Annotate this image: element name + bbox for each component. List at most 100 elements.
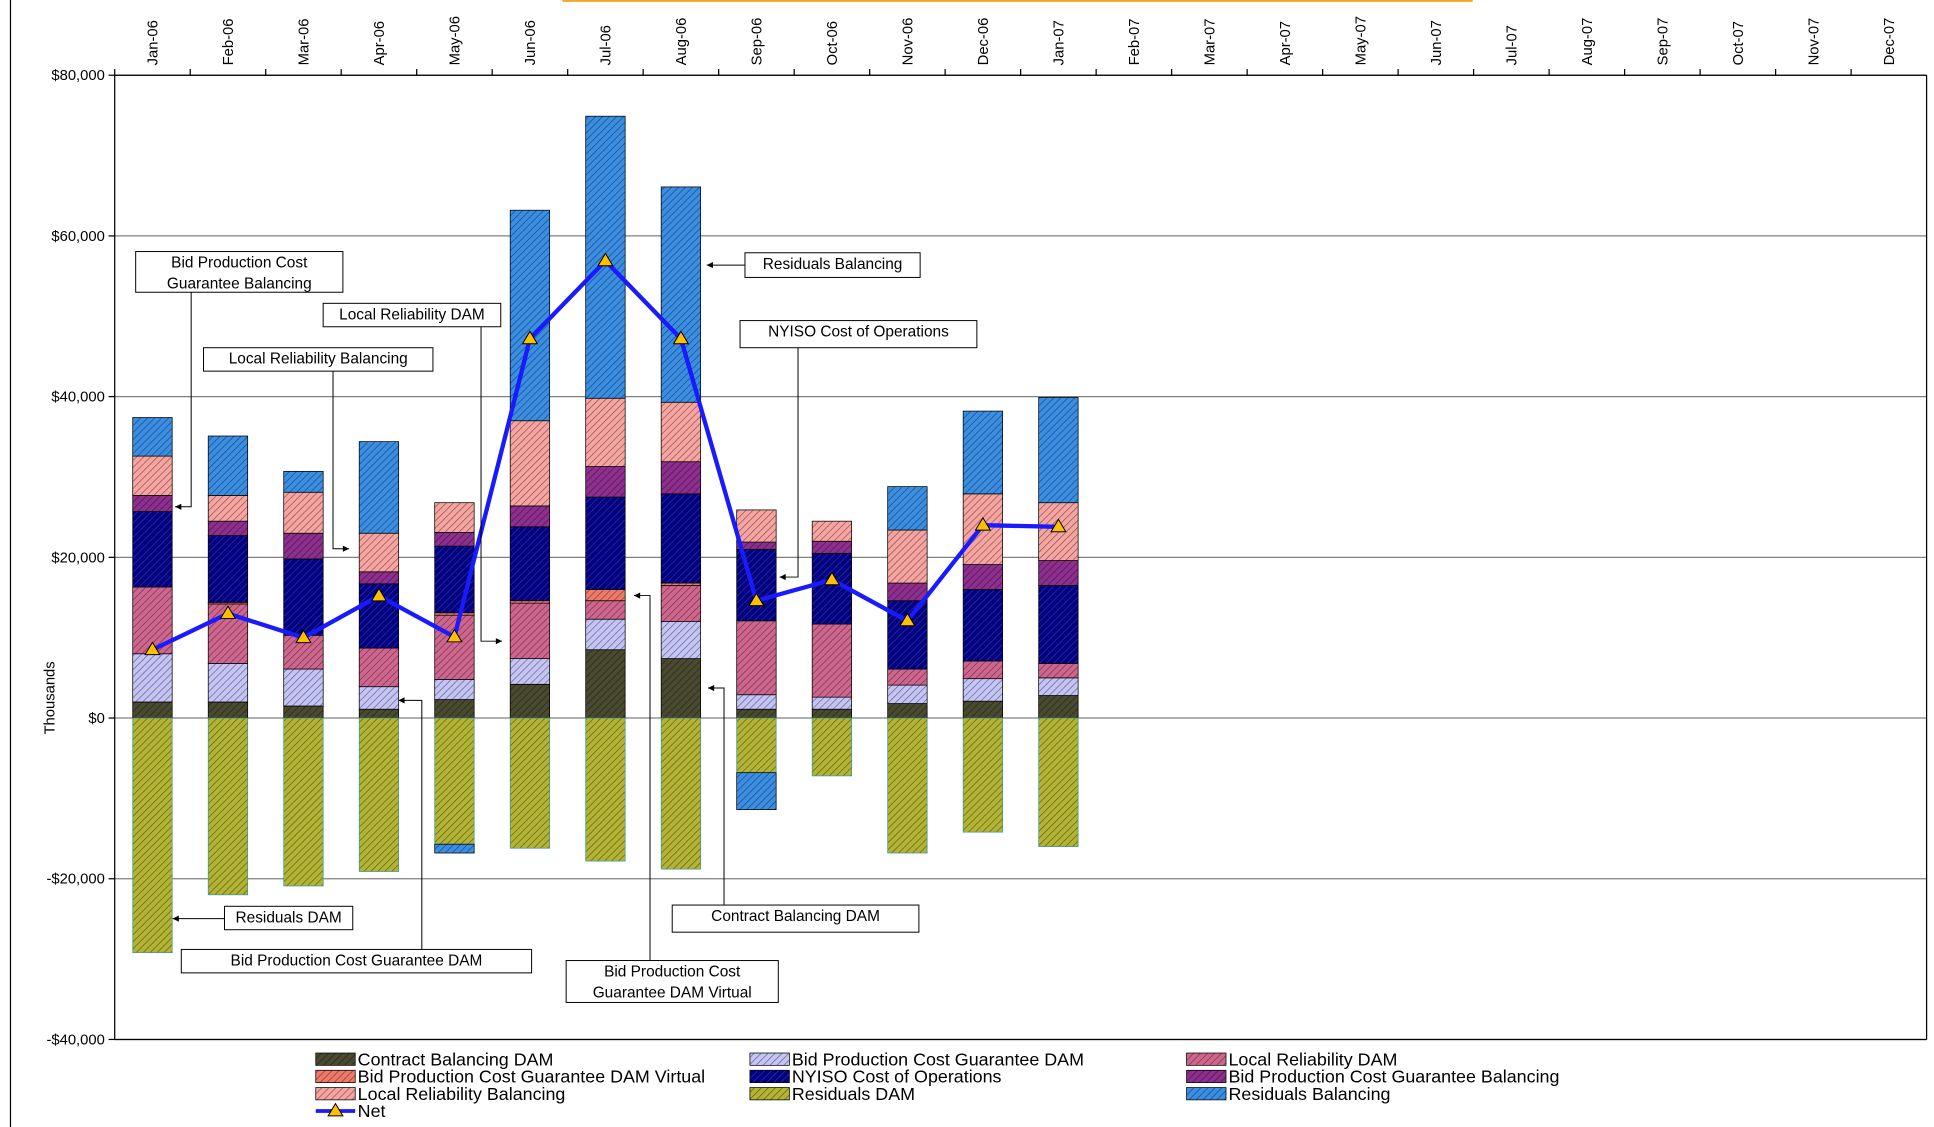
x-tick-label: Sep-06 xyxy=(749,18,765,66)
bar-segment xyxy=(660,401,702,463)
bar-segment xyxy=(660,461,702,495)
x-tick-label: May-07 xyxy=(1353,16,1369,65)
y-tick-label: -$40,000 xyxy=(46,1032,104,1048)
annotation-arrowhead xyxy=(175,503,182,510)
annotation-arrowhead xyxy=(633,592,641,599)
x-tick-label: Oct-07 xyxy=(1731,21,1747,65)
y-tick-label: $0 xyxy=(88,711,104,727)
x-tick-label: Mar-06 xyxy=(296,19,312,66)
x-tick-label: Jun-06 xyxy=(523,20,539,65)
x-tick-label: Jan-06 xyxy=(145,20,161,65)
bar-segment xyxy=(207,535,249,603)
annotation-leader xyxy=(398,699,423,950)
bar-segment xyxy=(887,529,928,584)
bar-segment xyxy=(962,410,1004,495)
bar-segment xyxy=(1038,677,1079,696)
annotation-text: Guarantee DAM Virtual xyxy=(593,985,752,1002)
x-tick-label: Feb-06 xyxy=(221,19,237,66)
legend-swatch xyxy=(1186,1087,1227,1101)
bar-segment xyxy=(509,658,551,685)
bar-segment xyxy=(1038,560,1079,586)
bar-segment xyxy=(434,679,475,700)
annotation-text: Bid Production Cost Guarantee DAM xyxy=(231,952,483,969)
net-marker xyxy=(521,330,539,345)
x-tick-label: Jan-07 xyxy=(1051,20,1067,65)
bar-segment xyxy=(660,493,702,584)
bar-segment xyxy=(358,717,400,872)
net-marker xyxy=(1050,518,1067,533)
legend-label: Net xyxy=(358,1101,386,1121)
annotation-arrowhead xyxy=(707,684,715,692)
bar-segment xyxy=(962,589,1004,662)
bar-segment xyxy=(132,455,173,496)
annotation-arrowhead xyxy=(495,638,503,645)
x-tick-label: May-06 xyxy=(447,16,463,65)
x-tick-label: Dec-06 xyxy=(976,18,992,66)
bar-segment xyxy=(887,684,928,704)
annotation-text: Local Reliability Balancing xyxy=(229,351,408,368)
bar-segment xyxy=(358,686,400,710)
bar-segment xyxy=(434,502,475,533)
bar-segment xyxy=(283,532,324,560)
bar-segment xyxy=(811,540,853,554)
annotation-text: Residuals Balancing xyxy=(763,256,903,273)
annotation-box xyxy=(322,302,502,328)
annotation-box xyxy=(744,252,921,278)
legend-label: Bid Production Cost Guarantee DAM xyxy=(792,1049,1084,1069)
bar-segment xyxy=(887,717,928,854)
annotation-box xyxy=(671,904,920,933)
bar-segment xyxy=(887,668,928,686)
bar-segment xyxy=(283,668,324,707)
annotation-box xyxy=(180,948,533,974)
bar-segment xyxy=(887,486,928,531)
bar-segment xyxy=(1038,585,1079,664)
annotation-text: Local Reliability DAM xyxy=(339,306,485,323)
bar-segment xyxy=(887,582,928,602)
bar-segment xyxy=(207,520,249,537)
bar-segment xyxy=(358,532,400,573)
bar-segment xyxy=(962,660,1004,680)
bar-segment xyxy=(811,708,853,719)
bar-segment xyxy=(585,466,626,498)
bar-segment xyxy=(434,717,475,845)
bar-segment xyxy=(811,623,853,698)
x-tick-label: Apr-06 xyxy=(372,21,388,65)
annotation-box xyxy=(203,347,434,372)
bar-segment xyxy=(132,511,173,588)
y-tick-label: $60,000 xyxy=(51,229,104,245)
bar-segment xyxy=(358,571,400,585)
bar-segment xyxy=(132,495,173,512)
legend-label: Residuals DAM xyxy=(792,1084,915,1104)
annotation-box xyxy=(135,251,344,293)
legend-label: Local Reliability Balancing xyxy=(358,1084,566,1104)
bar-segment xyxy=(811,520,853,542)
x-tick-label: Oct-06 xyxy=(825,21,841,65)
y-tick-label: -$20,000 xyxy=(46,872,104,888)
bar-segment xyxy=(736,509,777,543)
net-marker xyxy=(899,612,916,627)
bar-segment xyxy=(509,602,551,659)
annotation-box xyxy=(565,960,779,1003)
x-tick-label: Aug-07 xyxy=(1580,18,1596,66)
annotation-arrowhead xyxy=(398,697,405,704)
annotation-arrowhead xyxy=(779,573,786,581)
bar-segment xyxy=(207,717,249,896)
bar-segment xyxy=(811,696,853,710)
legend-label: Residuals Balancing xyxy=(1228,1084,1390,1104)
y-tick-label: $40,000 xyxy=(51,390,104,406)
net-marker xyxy=(295,629,312,644)
bar-segment xyxy=(207,435,249,496)
bar-segment xyxy=(283,491,324,534)
annotation-box xyxy=(223,905,354,931)
bar-segment xyxy=(207,701,249,719)
bar-segment xyxy=(509,420,551,507)
bar-segment xyxy=(434,614,475,680)
legend-swatch xyxy=(315,1052,356,1066)
bar-segment xyxy=(434,532,475,547)
x-tick-label: Nov-07 xyxy=(1806,18,1822,66)
bar-segment xyxy=(132,653,173,703)
annotation-text: Bid Production Cost xyxy=(171,255,308,272)
annotation-arrowhead xyxy=(706,262,713,269)
net-marker xyxy=(823,571,841,586)
annotation-text: Contract Balancing DAM xyxy=(711,908,880,925)
